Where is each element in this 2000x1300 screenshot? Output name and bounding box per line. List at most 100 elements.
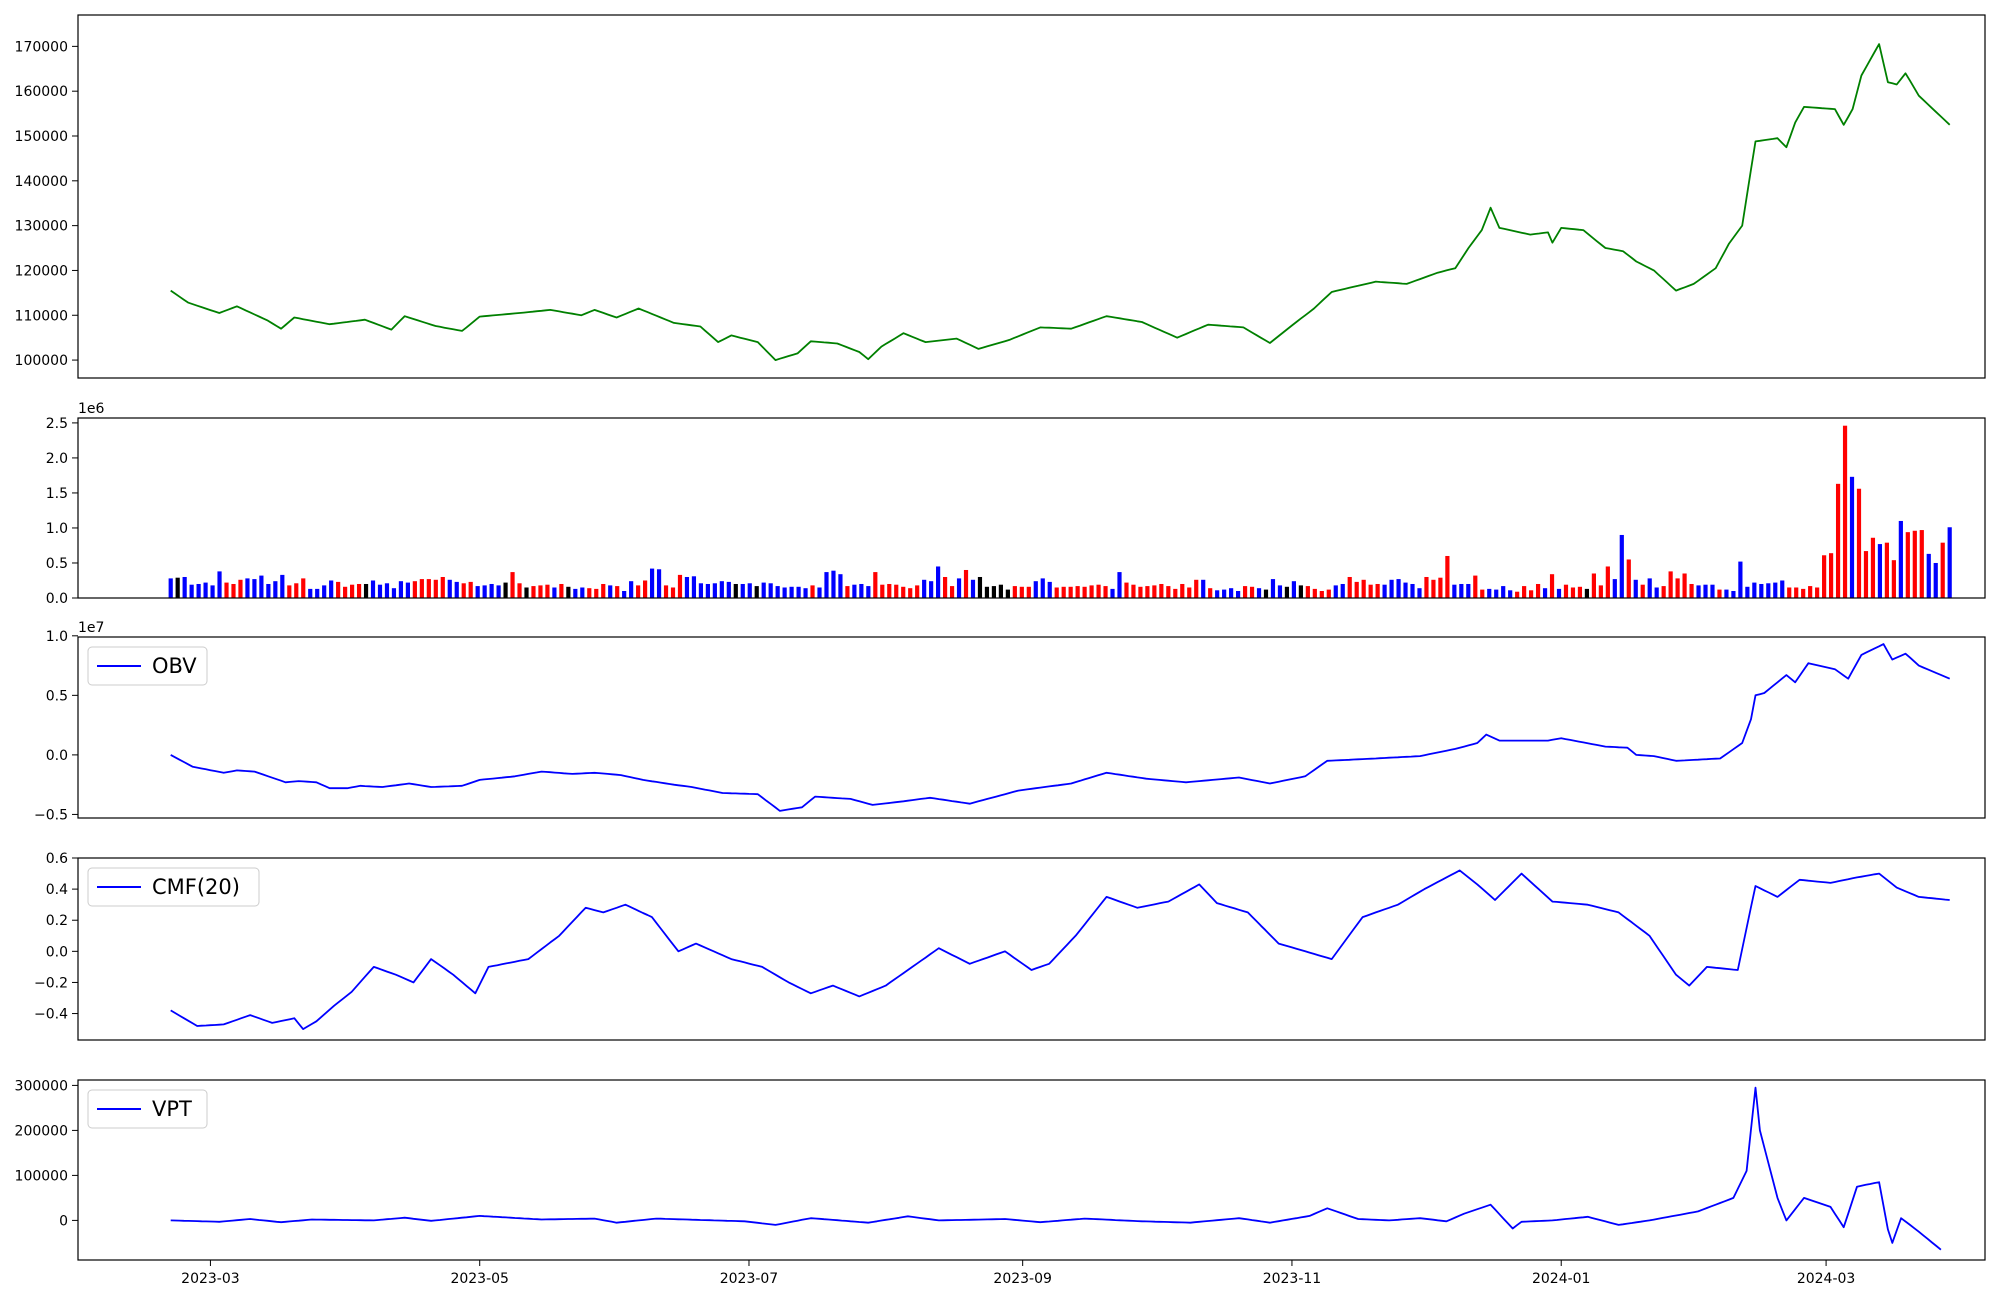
volume-bar <box>1577 586 1583 598</box>
volume-bar <box>684 576 690 598</box>
volume-bar <box>1570 587 1576 598</box>
volume-bar <box>726 581 731 598</box>
volume-bar <box>1117 572 1122 598</box>
volume-bar <box>552 587 557 598</box>
volume-bar <box>1835 483 1841 598</box>
volume-bar <box>1870 537 1876 598</box>
x-tick-label: 2023-07 <box>720 1271 779 1287</box>
volume-bar <box>1215 590 1220 598</box>
volume-bar <box>1103 586 1108 598</box>
volume-bar <box>601 583 606 598</box>
volume-bar <box>517 583 522 598</box>
volume-bar <box>636 585 641 598</box>
vpt-series-line <box>170 1086 1942 1251</box>
volume-bar <box>1842 425 1848 598</box>
volume-bar <box>1522 586 1527 598</box>
volume-bar <box>887 583 892 598</box>
volume-bar <box>1480 589 1485 598</box>
volume-bar <box>405 582 410 598</box>
volume-bar <box>705 583 710 598</box>
volume-bar <box>1005 589 1010 598</box>
y-tick-label: −0.4 <box>34 1007 68 1023</box>
volume-bar <box>182 576 187 598</box>
volume-bar <box>1138 586 1143 598</box>
volume-bar <box>1898 520 1903 598</box>
y-tick-label: 2.5 <box>46 416 68 432</box>
volume-bar <box>1026 586 1031 598</box>
volume-bar <box>391 588 397 598</box>
volume-bar <box>447 579 452 598</box>
volume-bar <box>322 585 327 598</box>
volume-bar <box>580 587 585 598</box>
volume-bar <box>1947 527 1952 598</box>
legend-box <box>87 646 208 686</box>
volume-bar <box>1396 579 1401 598</box>
volume-bar <box>1361 579 1366 598</box>
volume-bar <box>1598 585 1603 598</box>
volume-bar <box>1619 534 1624 598</box>
volume-bar <box>538 585 543 598</box>
y-tick-label: 150000 <box>15 129 68 145</box>
y-tick-label: 200000 <box>15 1123 68 1139</box>
volume-bar <box>915 585 920 598</box>
volume-bar <box>1256 588 1262 598</box>
volume-bar <box>273 581 278 598</box>
volume-bar <box>503 582 508 598</box>
volume-bar <box>1738 561 1743 598</box>
volume-bar <box>370 580 376 598</box>
y-tick-label: 100000 <box>15 1168 68 1184</box>
cmf-panel: −0.4 −0.2 0.0 0.2 0.4 0.6 CMF(20) <box>34 851 1986 1041</box>
volume-bar <box>1940 542 1945 598</box>
volume-bar <box>1249 586 1255 598</box>
volume-bar <box>301 578 306 598</box>
volume-bar <box>1061 586 1066 598</box>
volume-bar <box>649 568 655 598</box>
volume-bar <box>984 586 990 598</box>
volume-bar <box>845 586 850 598</box>
volume-bar <box>175 577 180 598</box>
volume-bar <box>936 566 941 598</box>
volume-bar <box>412 581 417 598</box>
volume-bar <box>531 586 536 598</box>
volume-bar <box>1863 551 1869 598</box>
x-tick-label: 2023-09 <box>993 1271 1052 1287</box>
volume-bar <box>524 587 529 598</box>
volume-bar <box>266 583 271 598</box>
volume-bar <box>949 586 955 598</box>
volume-bar <box>1054 587 1059 598</box>
volume-bar <box>977 576 983 598</box>
volume-bar <box>1563 584 1569 598</box>
volume-bar <box>831 570 836 598</box>
volume-bar <box>168 578 173 598</box>
volume-bar <box>1661 586 1666 598</box>
volume-bar <box>294 583 299 598</box>
volume-bar <box>1654 587 1659 598</box>
volume-bar <box>866 586 871 598</box>
volume-bar <box>419 579 424 598</box>
volume-bar <box>656 569 662 598</box>
volume-bar <box>838 574 843 598</box>
plot-frame <box>77 417 1986 599</box>
legend-label: OBV <box>152 654 197 678</box>
volume-bar <box>922 579 927 598</box>
volume-bar <box>1626 559 1631 598</box>
cmf-series-line <box>170 869 1950 1030</box>
x-tick-label: 2024-01 <box>1532 1271 1591 1287</box>
volume-bar <box>873 572 878 598</box>
y-tick-label: 300000 <box>15 1078 68 1094</box>
volume-bar <box>1542 588 1548 598</box>
volume-bar <box>1096 584 1101 598</box>
volume-bar <box>1012 586 1017 598</box>
volume-bar <box>343 586 348 598</box>
volume-bar <box>1808 586 1813 598</box>
volume-bar <box>1494 589 1499 598</box>
price-panel: 100000 110000 120000 130000 140000 150000 1600… <box>15 14 1986 379</box>
volume-bar <box>1466 583 1471 598</box>
volume-bar <box>454 581 459 598</box>
volume-bar <box>482 585 487 598</box>
volume-bar <box>252 579 257 598</box>
volume-bar <box>1159 583 1164 598</box>
volume-bar <box>1633 579 1638 598</box>
volume-bar <box>1438 577 1443 598</box>
legend-box <box>87 867 260 907</box>
